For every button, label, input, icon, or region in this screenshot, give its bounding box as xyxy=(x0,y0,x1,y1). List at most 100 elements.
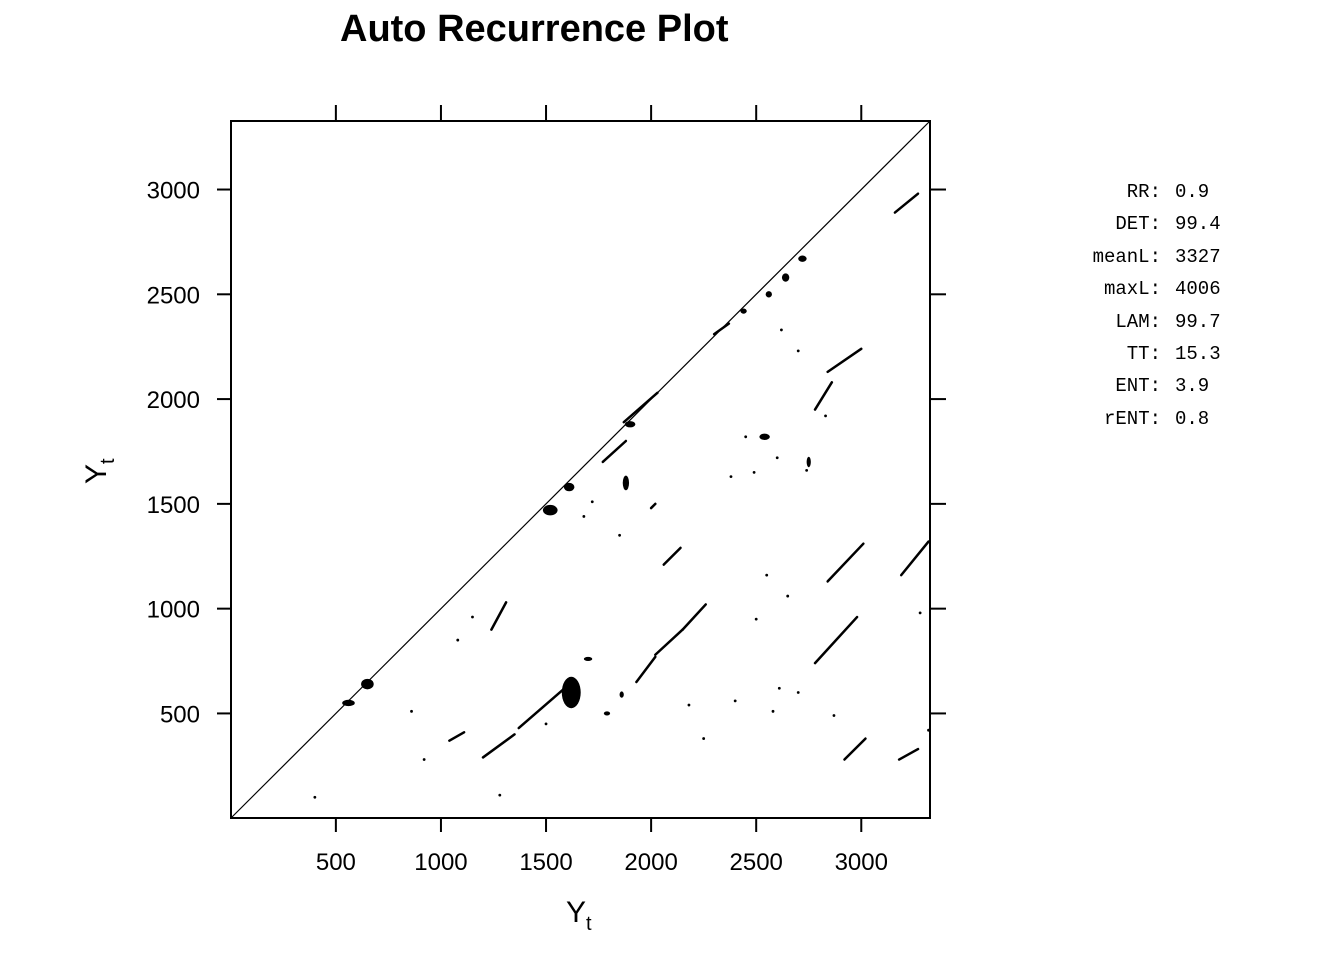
recurrence-point-20 xyxy=(752,471,756,474)
recurrence-blob-2 xyxy=(542,504,558,516)
stat-value: 15.3 xyxy=(1175,343,1221,366)
recurrence-point-8 xyxy=(733,699,737,703)
recurrence-point-10 xyxy=(780,328,783,332)
recurrence-blob-8 xyxy=(798,255,807,262)
recurrence-point-17 xyxy=(618,533,621,537)
y-axis-right xyxy=(930,188,946,715)
stat-key: meanL: xyxy=(1092,245,1161,268)
recurrence-blob-13 xyxy=(806,456,811,468)
recurrence-segment-18 xyxy=(649,502,657,510)
recurrence-blob-11 xyxy=(622,475,630,491)
recurrence-segment-17 xyxy=(448,731,466,742)
recurrence-point-16 xyxy=(590,500,594,504)
recurrence-blob-1 xyxy=(361,678,374,690)
recurrence-point-5 xyxy=(702,737,706,740)
recurrence-blob-10 xyxy=(583,656,593,662)
stat-row: rENT: 0.8 xyxy=(1060,403,1221,435)
plot-frame xyxy=(230,120,931,819)
stat-value: 99.4 xyxy=(1175,213,1221,236)
recurrence-point-22 xyxy=(777,686,781,690)
stat-key: RR: xyxy=(1126,181,1161,203)
stat-key: ENT: xyxy=(1115,375,1161,398)
recurrence-point-12 xyxy=(824,414,827,418)
recurrence-point-25 xyxy=(456,638,460,642)
recurrence-segment-9 xyxy=(843,737,867,761)
stat-key: TT: xyxy=(1126,343,1161,366)
recurrence-point-14 xyxy=(765,573,769,577)
chart-title: Auto Recurrence Plot xyxy=(340,8,729,50)
recurrence-point-21 xyxy=(775,456,779,460)
line-of-identity xyxy=(230,120,931,819)
recurrence-segment-2 xyxy=(635,655,657,684)
recurrence-point-18 xyxy=(729,475,733,479)
recurrence-segment-0 xyxy=(517,684,569,730)
x-tick-label-3000: 3000 xyxy=(835,849,888,876)
x-axis-bottom: 500 1000 1500 2000 2500 3000 xyxy=(316,818,888,876)
stat-key: maxL: xyxy=(1103,278,1161,301)
recurrence-point-2 xyxy=(422,758,426,761)
recurrence-point-9 xyxy=(754,617,758,621)
y-tick-label-1500: 1500 xyxy=(147,492,200,519)
stat-row: DET: 99.4 xyxy=(1060,208,1221,240)
recurrence-segment-19 xyxy=(662,546,682,566)
x-tick-label-500: 500 xyxy=(316,849,356,876)
recurrence-point-19 xyxy=(744,435,748,439)
y-axis-label-main: Y xyxy=(80,464,113,484)
recurrence-segment-12 xyxy=(826,347,863,374)
recurrence-point-15 xyxy=(582,515,586,518)
recurrence-point-27 xyxy=(687,703,691,707)
x-tick-label-2000: 2000 xyxy=(624,849,677,876)
recurrence-point-4 xyxy=(544,722,548,726)
y-tick-label-500: 500 xyxy=(160,701,200,728)
recurrence-point-23 xyxy=(796,691,800,694)
y-axis-left: 500 1000 1500 2000 2500 3000 xyxy=(147,178,231,728)
recurrence-point-29 xyxy=(918,611,922,615)
y-tick-label-1000: 1000 xyxy=(147,597,200,624)
stat-key: rENT: xyxy=(1103,407,1161,430)
recurrence-segment-10 xyxy=(897,747,920,761)
recurrence-segment-5 xyxy=(490,601,508,631)
recurrence-point-0 xyxy=(313,795,317,799)
recurrence-point-6 xyxy=(771,709,775,713)
stat-row: LAM: 99.7 xyxy=(1060,306,1221,338)
x-axis-label-sub: t xyxy=(586,913,592,935)
recurrence-point-26 xyxy=(471,615,474,619)
y-axis-label-sub: t xyxy=(97,458,119,464)
recurrence-blob-7 xyxy=(781,273,790,282)
recurrence-point-13 xyxy=(786,594,790,598)
stat-row: RR: 0.9 xyxy=(1060,176,1221,208)
recurrence-segment-4 xyxy=(681,603,708,631)
x-axis-top xyxy=(334,105,863,121)
recurrence-segment-11 xyxy=(813,381,834,411)
y-tick-label-2000: 2000 xyxy=(147,387,200,414)
x-tick-label-1000: 1000 xyxy=(414,849,467,876)
stat-row: meanL: 3327 xyxy=(1060,241,1221,273)
stat-row: maxL: 4006 xyxy=(1060,273,1221,305)
rqa-statistics: RR: 0.9 DET: 99.4 meanL: 3327 maxL: 4006 LAM: 99.… xyxy=(1060,176,1221,435)
stat-key: DET: xyxy=(1115,213,1161,236)
recurrence-blob-3 xyxy=(563,482,575,492)
recurrence-segment-14 xyxy=(601,439,628,464)
x-tick-label-1500: 1500 xyxy=(519,849,572,876)
recurrence-blob-5 xyxy=(740,308,747,314)
recurrence-point-3 xyxy=(498,793,502,797)
x-axis-label: Yt xyxy=(566,896,592,935)
recurrence-segment-7 xyxy=(826,542,865,583)
x-tick-label-2500: 2500 xyxy=(730,849,783,876)
x-axis-label-main: Y xyxy=(566,896,586,929)
recurrence-segment-3 xyxy=(654,628,684,657)
recurrence-segment-8 xyxy=(899,540,930,577)
recurrence-segment-6 xyxy=(813,615,859,665)
recurrence-blob-9 xyxy=(561,676,581,709)
stat-row: TT: 15.3 xyxy=(1060,338,1221,370)
recurrence-point-11 xyxy=(796,349,800,353)
y-tick-label-2500: 2500 xyxy=(147,282,200,309)
recurrence-blob-15 xyxy=(619,691,624,698)
stat-value: 0.9 xyxy=(1175,181,1210,203)
stat-value: 99.7 xyxy=(1175,310,1221,333)
recurrence-blob-12 xyxy=(759,433,770,440)
stat-value: 3.9 xyxy=(1175,375,1210,398)
stat-value: 3327 xyxy=(1175,245,1221,268)
recurrence-segment-16 xyxy=(893,192,920,214)
